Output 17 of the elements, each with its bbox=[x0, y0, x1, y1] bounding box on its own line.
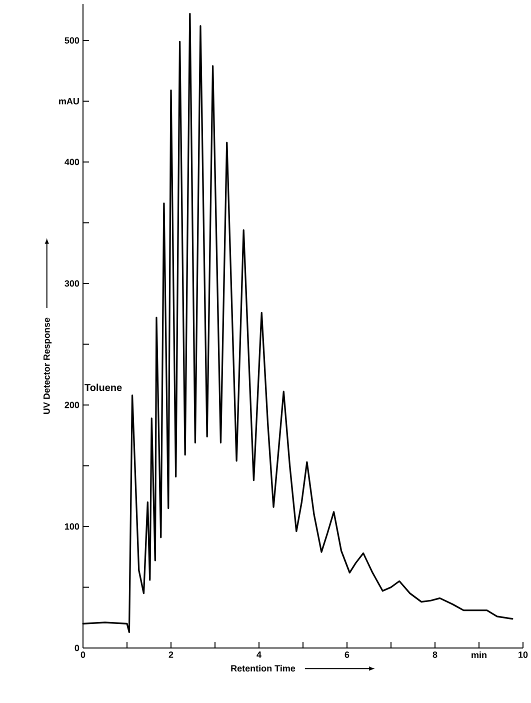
y-tick-label: 200 bbox=[64, 402, 79, 408]
x-tick-label: 2 bbox=[168, 652, 173, 658]
x-axis-title: Retention Time bbox=[231, 664, 295, 672]
y-tick-label: 100 bbox=[64, 523, 79, 530]
y-tick-label: mAU bbox=[58, 98, 79, 104]
x-tick-label: 8 bbox=[432, 652, 438, 658]
y-tick-label: 400 bbox=[64, 158, 79, 166]
x-tick-label: 0 bbox=[80, 652, 85, 658]
y-tick-label: 0 bbox=[74, 644, 79, 652]
y-tick-label: 500 bbox=[64, 37, 79, 44]
y-axis-title: UV Detector Response bbox=[43, 318, 52, 414]
y-tick-label: 300 bbox=[64, 280, 79, 287]
annotation: Toluene bbox=[84, 384, 122, 392]
x-tick-label: 6 bbox=[344, 652, 350, 658]
x-tick-label: 4 bbox=[256, 652, 262, 658]
x-tick-label: min bbox=[471, 652, 486, 658]
x-tick-label: 10 bbox=[518, 652, 528, 658]
